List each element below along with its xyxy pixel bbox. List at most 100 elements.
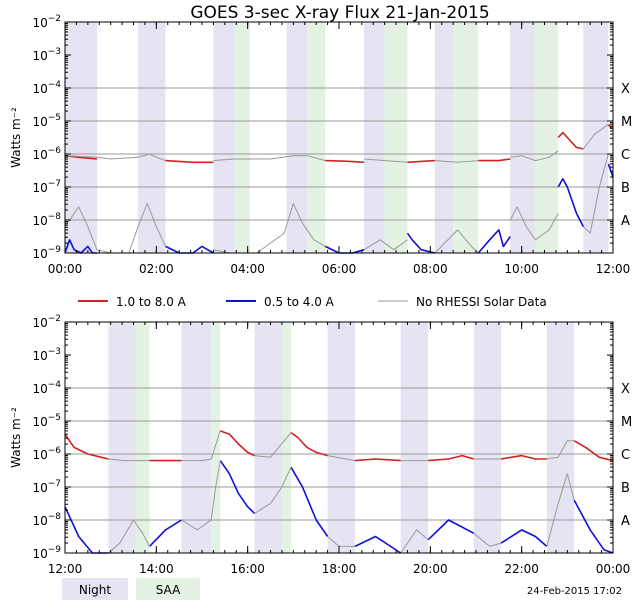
class-label-x: X [621, 82, 630, 97]
series-no_data-segment-6 [434, 160, 479, 163]
ytick-label--7: 10−7 [32, 479, 61, 495]
series-no_data-segment-4 [254, 432, 292, 458]
series-no_data-segment-7 [434, 229, 479, 254]
ytick-label--6: 10−6 [32, 446, 61, 462]
ytick-label--8: 10−8 [32, 512, 61, 528]
top-panel-axes: 10−9 10−8 10−7 10−6 10−5 10−4 10−3 10−2 00:00 02:… [9, 14, 630, 276]
series-legend: 1.0 to 8.0 A 0.5 to 4.0 A No RHESSI Sola… [78, 295, 547, 309]
night-band-1-1 [181, 322, 212, 553]
saa-band-0-4 [535, 22, 559, 253]
class-label-b: B [621, 481, 630, 496]
night-band-0-2 [213, 22, 235, 253]
xtick-label-3: 18:00 [322, 562, 357, 576]
night-band-1-6 [546, 322, 575, 553]
night-band-0-0 [65, 22, 97, 253]
xtick-label-3: 06:00 [322, 262, 357, 276]
saa-band-0-2 [384, 22, 408, 253]
series-short_channel-segment-3 [290, 466, 329, 537]
ytick-label--4: 10−4 [32, 80, 61, 96]
series-no_data-segment-12 [546, 440, 575, 460]
bottom-panel-grid: A B C M X [65, 382, 632, 529]
series-no_data-segment-9 [509, 206, 559, 241]
series-long_channel-segment-3 [290, 431, 328, 457]
series-short_channel-segment-3 [406, 232, 436, 254]
generated-timestamp: 24-Feb-2015 17:02 [527, 586, 622, 597]
series-short_channel-segment-5 [557, 178, 585, 227]
series-long_channel-segment-5 [428, 454, 474, 462]
xtick-label-1: 02:00 [139, 262, 174, 276]
legend-label-short: 0.5 to 4.0 A [264, 295, 335, 309]
series-no_data-segment-8 [510, 150, 559, 162]
ytick-label--5: 10−5 [32, 113, 61, 129]
top-panel-grid: A B C M X [65, 82, 632, 229]
xtick-label-5: 22:00 [504, 562, 539, 576]
bottom-panel-series [64, 430, 614, 554]
series-no_data-segment-10 [582, 123, 609, 150]
xtick-label-6: 00:00 [596, 562, 631, 576]
xtick-label-2: 16:00 [230, 562, 265, 576]
xtick-label-4: 08:00 [413, 262, 448, 276]
xtick-label-6: 12:00 [596, 262, 631, 276]
class-label-c: C [621, 148, 630, 163]
series-no_data-segment-13 [546, 473, 575, 547]
series-short_channel-segment-5 [427, 519, 475, 541]
series-short_channel-segment-6 [500, 529, 548, 548]
night-band-0-5 [434, 22, 454, 253]
series-long_channel-segment-3 [407, 159, 435, 164]
legend-label-nodata: No RHESSI Solar Data [416, 295, 547, 309]
saa-band-0-1 [307, 22, 326, 253]
series-no_data-segment-9 [400, 529, 429, 554]
saa-key-swatch [136, 578, 200, 600]
night-key-swatch [62, 578, 128, 600]
class-label-a: A [621, 514, 630, 529]
series-no_data-segment-5 [363, 239, 408, 251]
night-band-1-5 [473, 322, 502, 553]
ytick-label--9: 10−9 [32, 545, 61, 561]
night-band-1-2 [254, 322, 282, 553]
xtick-label-0: 00:00 [48, 262, 83, 276]
ytick-label--4: 10−4 [32, 380, 61, 396]
class-label-x: X [621, 382, 630, 397]
ytick-label--3: 10−3 [32, 347, 61, 363]
bottom-panel: A B C M X 10−9 10−8 10−7 10−6 10−5 10−4 10−3 10−2 12… [9, 314, 632, 576]
ylabel-0: Watts m⁻² [9, 107, 23, 168]
ytick-label--7: 10−7 [32, 179, 61, 195]
series-long_channel-segment-7 [573, 440, 614, 462]
night-band-1-3 [327, 322, 355, 553]
night-band-0-7 [583, 22, 609, 253]
night-band-0-6 [510, 22, 536, 253]
series-no_data-segment-2 [213, 155, 326, 162]
ytick-label--2: 10−2 [32, 14, 61, 30]
series-no_data-segment-3 [181, 460, 221, 531]
night-key-label: Night [79, 583, 112, 597]
series-no_data-segment-2 [181, 430, 221, 462]
series-short_channel-segment-4 [354, 535, 402, 554]
series-no_data-segment-6 [327, 455, 356, 462]
series-short_channel-segment-6 [607, 163, 614, 178]
series-long_channel-segment-0 [64, 433, 109, 460]
series-long_channel-segment-6 [500, 454, 547, 460]
ytick-label--6: 10−6 [32, 146, 61, 162]
top-panel: A B C M X 10−9 10−8 10−7 10−6 10−5 10−4 10−3 10−2 00… [9, 14, 632, 276]
series-short_channel-segment-1 [148, 519, 182, 547]
series-no_data-segment-4 [364, 158, 408, 163]
series-long_channel-segment-4 [478, 158, 511, 162]
series-long_channel-segment-6 [607, 123, 613, 129]
class-label-c: C [621, 448, 630, 463]
night-band-0-4 [364, 22, 385, 253]
ytick-label--3: 10−3 [32, 47, 61, 63]
class-label-a: A [621, 214, 630, 229]
xtick-label-5: 10:00 [504, 262, 539, 276]
night-band-1-0 [108, 322, 136, 553]
night-band-1-4 [400, 322, 429, 553]
class-label-m: M [621, 415, 632, 430]
saa-band-1-0 [135, 322, 150, 553]
night-band-0-3 [286, 22, 308, 253]
series-no_data-segment-5 [254, 466, 292, 514]
series-long_channel-segment-2 [325, 159, 365, 164]
saa-band-1-1 [211, 322, 221, 553]
saa-band-0-0 [234, 22, 250, 253]
series-short_channel-segment-7 [573, 499, 614, 554]
top-panel-bands [65, 22, 609, 253]
